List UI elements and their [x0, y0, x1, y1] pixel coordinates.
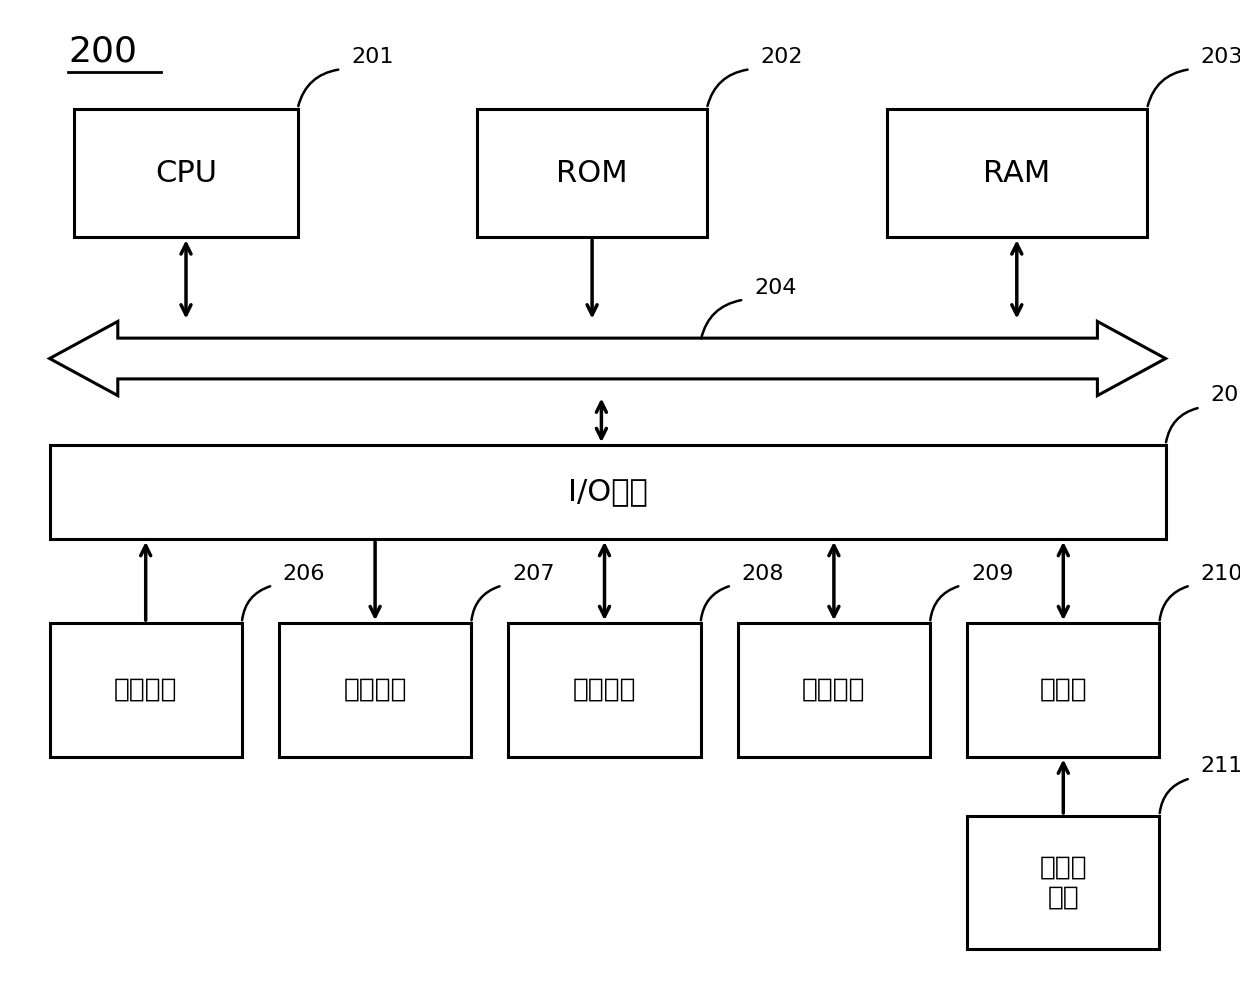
Bar [50, 623, 242, 757]
Bar [967, 623, 1159, 757]
Bar [887, 109, 1147, 237]
Text: 209: 209 [971, 564, 1013, 584]
Bar [50, 445, 1166, 539]
Polygon shape [50, 321, 1166, 396]
Text: 205: 205 [1210, 386, 1240, 405]
Text: 200: 200 [68, 35, 138, 68]
Bar [508, 623, 701, 757]
Text: 206: 206 [283, 564, 325, 584]
Text: RAM: RAM [983, 158, 1050, 188]
Text: ROM: ROM [557, 158, 627, 188]
Bar [279, 623, 471, 757]
Text: 驱动器: 驱动器 [1039, 676, 1087, 703]
Text: CPU: CPU [155, 158, 217, 188]
Text: 204: 204 [754, 278, 796, 298]
Text: 输入部分: 输入部分 [114, 676, 177, 703]
Bar [967, 816, 1159, 949]
Text: I/O接口: I/O接口 [568, 478, 647, 506]
Text: 207: 207 [512, 564, 554, 584]
Text: 208: 208 [742, 564, 784, 584]
Bar [738, 623, 930, 757]
Text: 202: 202 [760, 47, 802, 67]
Text: 211: 211 [1200, 757, 1240, 776]
Bar [74, 109, 298, 237]
Text: 储存部分: 储存部分 [573, 676, 636, 703]
Text: 210: 210 [1200, 564, 1240, 584]
Text: 输出部分: 输出部分 [343, 676, 407, 703]
Text: 可拆卸
介质: 可拆卸 介质 [1039, 854, 1087, 911]
Text: 203: 203 [1200, 47, 1240, 67]
Text: 201: 201 [351, 47, 393, 67]
Text: 通信部分: 通信部分 [802, 676, 866, 703]
Bar [477, 109, 707, 237]
